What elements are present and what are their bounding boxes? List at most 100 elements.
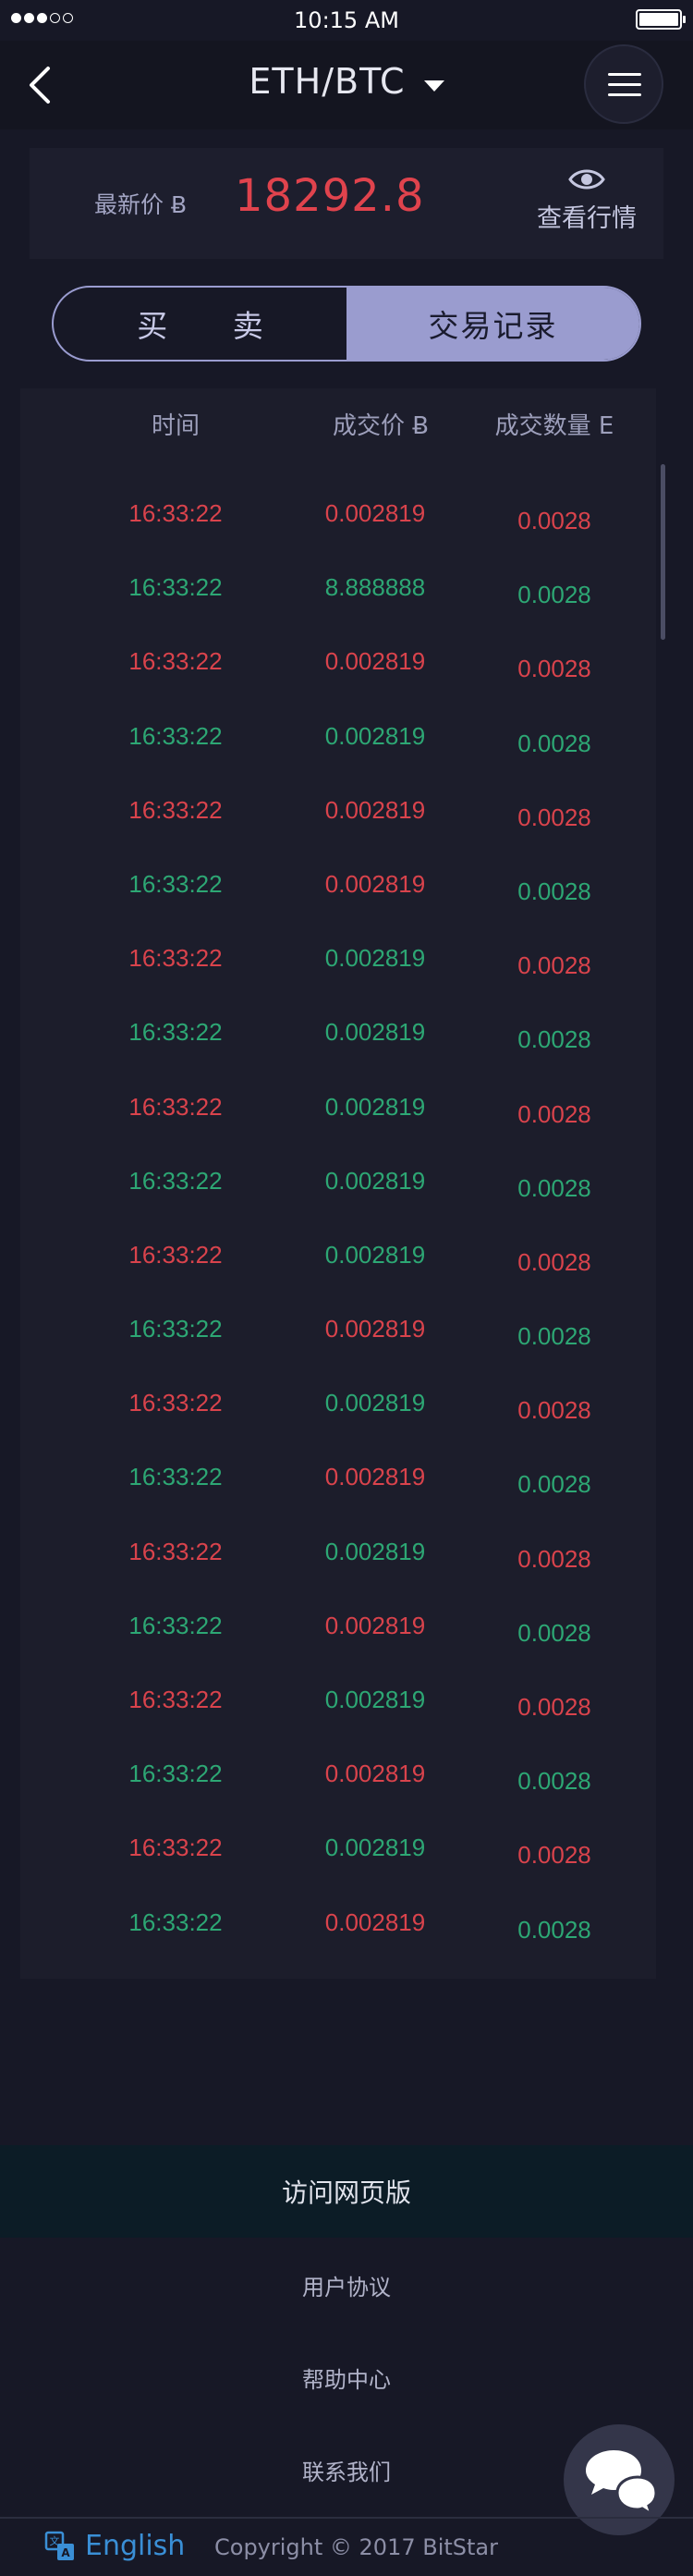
row-amount: 0.0028: [517, 1322, 591, 1351]
table-row: 16:33:22 0.002819 0.0028: [20, 1908, 656, 1982]
row-price: 0.002819: [324, 1018, 426, 1047]
header-time: 时间: [151, 412, 200, 440]
row-time: 16:33:22: [128, 944, 223, 973]
row-time: 16:33:22: [128, 869, 223, 898]
row-time: 16:33:22: [128, 1537, 223, 1565]
row-price: 0.002819: [324, 1240, 426, 1269]
row-time: 16:33:22: [128, 1018, 223, 1047]
row-amount: 0.0028: [517, 1396, 591, 1425]
row-amount: 0.0028: [517, 1915, 591, 1944]
table-row: 16:33:22 0.002819 0.0028: [20, 722, 656, 796]
row-price: 0.002819: [324, 647, 426, 676]
view-market-button[interactable]: 查看行情: [536, 166, 638, 234]
row-time: 16:33:22: [128, 1166, 223, 1195]
row-price: 0.002819: [324, 721, 426, 750]
footer-divider: [0, 2517, 693, 2519]
row-price: 0.002819: [324, 1389, 426, 1417]
row-time: 16:33:22: [128, 1092, 223, 1121]
language-label: English: [85, 2530, 186, 2562]
chat-button[interactable]: [564, 2424, 675, 2535]
table-row: 16:33:22 0.002819 0.0028: [20, 1315, 656, 1389]
user-agreement-link[interactable]: 用户协议: [302, 2275, 391, 2300]
row-price: 0.002819: [324, 1686, 426, 1713]
row-price: 0.002819: [324, 1092, 426, 1121]
translate-icon: 文 A: [44, 2531, 74, 2560]
row-amount: 0.0028: [517, 1693, 591, 1721]
header-price: 成交价 Ƀ: [332, 412, 430, 440]
table-row: 16:33:22 0.002819 0.0028: [20, 1241, 656, 1315]
row-price: 0.002819: [324, 1463, 426, 1491]
row-price: 0.002819: [324, 1166, 426, 1195]
row-amount: 0.0028: [517, 655, 591, 683]
row-time: 16:33:22: [128, 1611, 223, 1639]
back-button[interactable]: [24, 63, 61, 107]
copyright-text: Copyright © 2017 BitStar: [214, 2534, 498, 2560]
row-price: 0.002819: [324, 499, 426, 527]
caret-down-icon: [423, 80, 444, 92]
latest-price-label: 最新价 Ƀ: [94, 191, 188, 218]
row-amount: 0.0028: [517, 803, 591, 831]
tab-trade-records[interactable]: 交易记录: [346, 288, 639, 360]
row-amount: 0.0028: [517, 1841, 591, 1870]
row-price: 0.002819: [324, 1537, 426, 1565]
row-time: 16:33:22: [128, 1834, 223, 1862]
battery-icon: [636, 9, 686, 30]
row-time: 16:33:22: [128, 1240, 223, 1269]
table-row: 16:33:22 0.002819 0.0028: [20, 647, 656, 721]
nav-bar: ETH/BTC: [0, 41, 693, 129]
row-amount: 0.0028: [517, 1025, 591, 1054]
svg-text:文: 文: [50, 2534, 60, 2547]
header-amount: 成交数量 Ε: [494, 412, 614, 440]
pair-selector[interactable]: ETH/BTC: [0, 61, 693, 102]
row-time: 16:33:22: [128, 499, 223, 527]
table-row: 16:33:22 0.002819 0.0028: [20, 1389, 656, 1463]
table-row: 16:33:22 0.002819 0.0028: [20, 1612, 656, 1686]
chat-bubbles-icon: [586, 2450, 658, 2518]
table-row: 16:33:22 0.002819 0.0028: [20, 944, 656, 1018]
row-price: 0.002819: [324, 1907, 426, 1936]
row-price: 0.002819: [324, 795, 426, 824]
contact-us-link[interactable]: 联系我们: [302, 2459, 391, 2485]
row-price: 0.002819: [324, 1760, 426, 1788]
latest-price-value: 18292.8: [235, 170, 425, 222]
visit-web-button[interactable]: 访问网页版: [0, 2145, 693, 2238]
row-time: 16:33:22: [128, 721, 223, 750]
help-center-link[interactable]: 帮助中心: [302, 2367, 391, 2393]
table-row: 16:33:22 0.002819 0.0028: [20, 1167, 656, 1241]
row-amount: 0.0028: [517, 507, 591, 534]
menu-button[interactable]: [584, 44, 663, 124]
table-row: 16:33:22 0.002819 0.0028: [20, 870, 656, 944]
row-amount: 0.0028: [517, 1470, 591, 1499]
table-row: 16:33:22 0.002819 0.0028: [20, 499, 656, 573]
row-time: 16:33:22: [128, 1907, 223, 1936]
row-time: 16:33:22: [128, 1686, 223, 1713]
row-amount: 0.0028: [517, 1173, 591, 1202]
price-card: 最新价 Ƀ 18292.8 查看行情: [30, 148, 663, 259]
row-price: 0.002819: [324, 869, 426, 898]
signal-strength-icon: [11, 13, 73, 23]
row-time: 16:33:22: [128, 795, 223, 824]
row-time: 16:33:22: [128, 573, 223, 602]
pair-title: ETH/BTC: [249, 61, 406, 102]
hamburger-icon: [608, 93, 641, 96]
row-price: 8.888888: [324, 573, 426, 602]
eye-icon: [568, 169, 605, 190]
language-switch[interactable]: 文 A English: [44, 2530, 185, 2562]
table-row: 16:33:22 0.002819 0.0028: [20, 1760, 656, 1834]
row-amount: 0.0028: [517, 951, 591, 980]
row-time: 16:33:22: [128, 647, 223, 676]
row-amount: 0.0028: [517, 1618, 591, 1647]
tab-buy-sell[interactable]: 买 卖: [137, 308, 291, 344]
row-time: 16:33:22: [128, 1315, 223, 1343]
row-price: 0.002819: [324, 944, 426, 973]
row-amount: 0.0028: [517, 877, 591, 905]
scrollbar[interactable]: [661, 464, 665, 640]
table-row: 16:33:22 0.002819 0.0028: [20, 1463, 656, 1537]
chevron-left-icon: [30, 67, 50, 104]
view-market-label: 查看行情: [537, 204, 637, 233]
row-price: 0.002819: [324, 1611, 426, 1639]
row-time: 16:33:22: [128, 1760, 223, 1788]
status-bar: 10:15 AM: [0, 0, 693, 41]
status-time: 10:15 AM: [294, 7, 399, 33]
row-price: 0.002819: [324, 1834, 426, 1862]
